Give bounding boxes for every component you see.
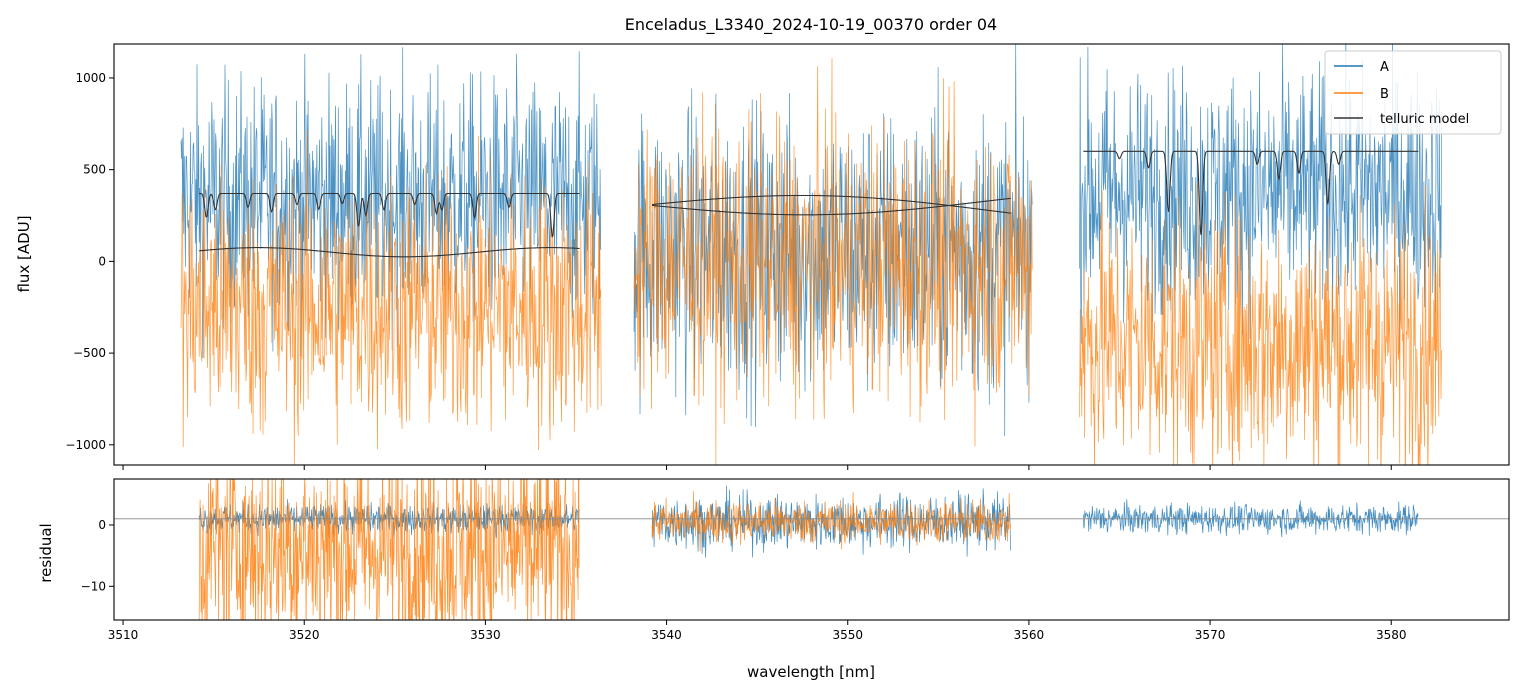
telluric-model-lower-2	[652, 197, 1011, 216]
residual-b-segment-1	[198, 479, 580, 620]
axes-layer: 3510 3520 3530 3540 3550 3560 3570 3580−1000−50…	[65, 71, 1406, 642]
x-tick-label-3560: 3560	[1014, 628, 1045, 642]
bottom-panel-frame	[113, 478, 1510, 621]
legend-telluric-label: telluric model	[1380, 112, 1469, 127]
telluric-model-lower-1	[199, 247, 580, 258]
residual-b-segment-2	[651, 491, 1011, 552]
x-axis-label: wavelength [nm]	[747, 663, 875, 681]
top-y-tick-label-3: 500	[83, 163, 106, 177]
chart-title: Enceladus_L3340_2024-10-19_00370 order 0…	[625, 15, 997, 35]
x-tick-label-3540: 3540	[651, 628, 682, 642]
series-b-segment-2	[633, 58, 1033, 465]
legend: A B telluric model	[1324, 50, 1502, 135]
x-tick-label-3510: 3510	[108, 628, 139, 642]
telluric-model-upper-1	[199, 192, 580, 238]
top-y-tick-label-0: −1000	[65, 438, 106, 452]
bottom-y-tick-label-1: 0	[98, 518, 106, 532]
residual-a-segment-3	[1082, 499, 1419, 538]
x-tick-label-3570: 3570	[1195, 628, 1226, 642]
top-y-axis-label: flux [ADU]	[15, 215, 33, 292]
top-y-tick-label-4: 1000	[75, 71, 106, 85]
spectrum-plot-area	[180, 44, 1442, 465]
legend-box	[1324, 50, 1502, 135]
top-y-tick-label-2: 0	[98, 254, 106, 268]
residual-plot-area	[114, 479, 1509, 620]
x-tick-label-3550: 3550	[832, 628, 863, 642]
bottom-y-tick-label-0: −10	[81, 579, 106, 593]
top-panel-frame	[113, 43, 1510, 466]
series-b-segment-1	[180, 130, 602, 465]
legend-b-label: B	[1380, 87, 1389, 102]
legend-a-label: A	[1380, 60, 1389, 75]
series-a-segment-3	[1079, 44, 1442, 354]
bottom-y-axis-label: residual	[37, 523, 55, 582]
x-tick-label-3520: 3520	[289, 628, 320, 642]
series-b-segment-3	[1079, 181, 1442, 465]
x-tick-label-3530: 3530	[470, 628, 501, 642]
telluric-model-upper-3	[1083, 150, 1419, 236]
x-tick-label-3580: 3580	[1376, 628, 1407, 642]
top-y-tick-label-1: −500	[73, 346, 106, 360]
series-a-segment-1	[180, 47, 602, 359]
